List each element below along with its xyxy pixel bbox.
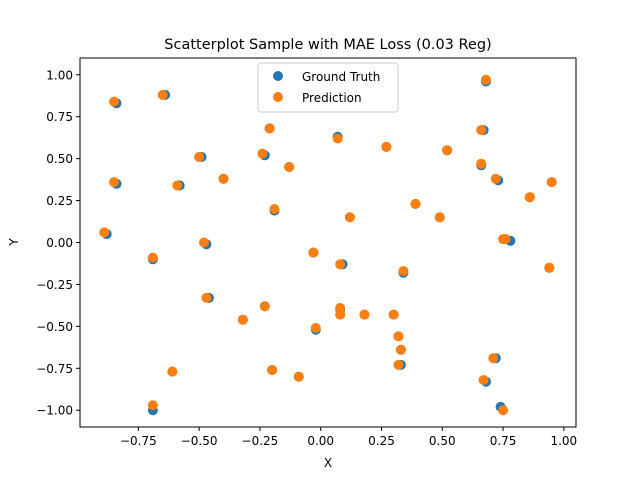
point-prediction-15 (259, 301, 270, 312)
point-prediction-4 (172, 180, 183, 191)
point-prediction-44 (544, 262, 555, 273)
point-prediction-41 (524, 192, 535, 203)
y-tick-label: 0.50 (46, 152, 73, 166)
x-tick-label: 0.00 (307, 434, 334, 448)
point-prediction-29 (398, 266, 409, 276)
point-prediction-17 (147, 400, 158, 411)
point-prediction-28 (434, 212, 445, 223)
chart-title: Scatterplot Sample with MAE Loss (0.03 R… (164, 37, 491, 53)
legend: Ground Truth Prediction (257, 62, 399, 113)
legend-label-prediction: Prediction (302, 91, 362, 105)
point-prediction-1 (109, 96, 119, 107)
x-tick-label: −0.75 (120, 434, 157, 448)
y-tick-label: −0.50 (36, 320, 73, 334)
x-tick-label: 0.25 (368, 434, 395, 448)
y-tick-label: 0.75 (46, 110, 73, 124)
y-axis-ticks: −1.00 −0.75 −0.50 −0.25 0.00 0.25 0.50 0.75 1.00 (36, 68, 80, 418)
point-prediction-45 (488, 353, 499, 364)
point-prediction-3 (99, 227, 110, 238)
y-tick-label: 0.25 (46, 194, 73, 208)
point-prediction-35 (395, 344, 406, 355)
point-prediction-9 (284, 162, 295, 172)
point-prediction-12 (147, 252, 158, 263)
y-tick-label: 1.00 (46, 68, 73, 82)
point-prediction-31 (335, 309, 346, 320)
point-prediction-16 (167, 366, 178, 377)
point-prediction-33 (388, 309, 399, 320)
point-prediction-37 (481, 74, 491, 85)
point-prediction-38 (476, 125, 487, 136)
y-tick-label: 0.00 (46, 236, 73, 250)
point-prediction-24 (332, 133, 343, 144)
point-prediction-11 (199, 237, 209, 248)
point-prediction-19 (293, 371, 304, 382)
y-tick-label: −0.75 (36, 362, 73, 376)
point-prediction-46 (478, 375, 489, 385)
point-prediction-48 (498, 234, 509, 245)
point-prediction-42 (546, 177, 557, 188)
point-prediction-14 (237, 314, 248, 325)
point-prediction-7 (257, 148, 268, 159)
y-axis-label: Y (7, 238, 21, 247)
point-prediction-13 (201, 292, 212, 303)
point-prediction-5 (194, 152, 205, 162)
point-prediction-22 (335, 259, 346, 270)
y-tick-label: −1.00 (36, 404, 73, 418)
point-prediction-21 (308, 247, 319, 258)
point-prediction-6 (218, 173, 229, 184)
legend-label-ground-truth: Ground Truth (302, 70, 380, 84)
point-prediction-2 (109, 177, 119, 188)
x-tick-label: 0.75 (490, 434, 517, 448)
point-prediction-25 (381, 141, 392, 152)
x-axis-label: X (324, 456, 332, 470)
points-layer (99, 74, 557, 416)
point-prediction-34 (393, 331, 404, 342)
point-prediction-32 (359, 309, 370, 320)
point-prediction-10 (269, 204, 280, 214)
y-tick-label: −0.25 (36, 278, 73, 292)
point-prediction-40 (490, 173, 501, 184)
point-prediction-23 (344, 212, 355, 223)
legend-box (257, 62, 399, 113)
point-prediction-8 (264, 123, 275, 134)
x-tick-label: −0.25 (242, 434, 279, 448)
point-prediction-18 (267, 365, 278, 375)
point-prediction-27 (442, 145, 453, 156)
x-tick-label: 1.00 (550, 434, 577, 448)
x-tick-label: 0.50 (429, 434, 456, 448)
point-prediction-47 (498, 405, 509, 416)
x-tick-label: −0.50 (181, 434, 218, 448)
point-prediction-26 (410, 198, 421, 209)
point-prediction-39 (476, 158, 487, 169)
legend-marker-ground-truth (273, 71, 283, 81)
point-prediction-0 (157, 89, 168, 100)
point-prediction-20 (310, 323, 321, 333)
point-prediction-36 (393, 359, 404, 370)
legend-marker-prediction (273, 92, 283, 102)
x-axis-ticks: −0.75 −0.50 −0.25 0.00 0.25 0.50 0.75 1.00 (120, 427, 577, 448)
